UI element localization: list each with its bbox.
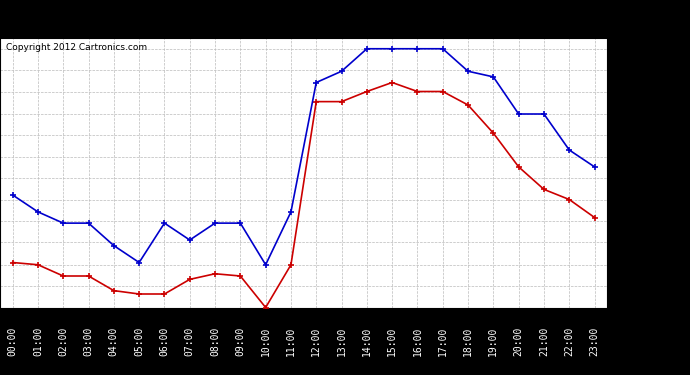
Text: 11:00: 11:00 (286, 326, 296, 356)
Text: 19:00: 19:00 (489, 326, 498, 356)
Text: 05:00: 05:00 (134, 326, 144, 356)
Text: Copyright 2012 Cartronics.com: Copyright 2012 Cartronics.com (6, 43, 147, 52)
Text: 02:00: 02:00 (58, 326, 68, 356)
Text: 07:00: 07:00 (185, 326, 195, 356)
Text: 06:00: 06:00 (159, 326, 170, 356)
Text: 00:00: 00:00 (8, 326, 18, 356)
Text: 15:00: 15:00 (387, 326, 397, 356)
Text: 16:00: 16:00 (413, 326, 422, 356)
Text: 03:00: 03:00 (83, 326, 94, 356)
Text: 13:00: 13:00 (337, 326, 346, 356)
Text: 08:00: 08:00 (210, 326, 220, 356)
Text: 18:00: 18:00 (463, 326, 473, 356)
Text: 04:00: 04:00 (109, 326, 119, 356)
Text: 01:00: 01:00 (33, 326, 43, 356)
Text: 14:00: 14:00 (362, 326, 372, 356)
Text: 10:00: 10:00 (261, 326, 270, 356)
Text: 22:00: 22:00 (564, 326, 574, 356)
Text: 23:00: 23:00 (589, 326, 600, 356)
Text: 09:00: 09:00 (235, 326, 246, 356)
Text: Outdoor Temperature (Red) vs Heat Index (Blue) (24 Hours) 20120703: Outdoor Temperature (Red) vs Heat Index … (59, 11, 548, 25)
Text: 21:00: 21:00 (539, 326, 549, 356)
Text: 12:00: 12:00 (311, 326, 322, 356)
Text: 20:00: 20:00 (513, 326, 524, 356)
Text: 17:00: 17:00 (437, 326, 448, 356)
